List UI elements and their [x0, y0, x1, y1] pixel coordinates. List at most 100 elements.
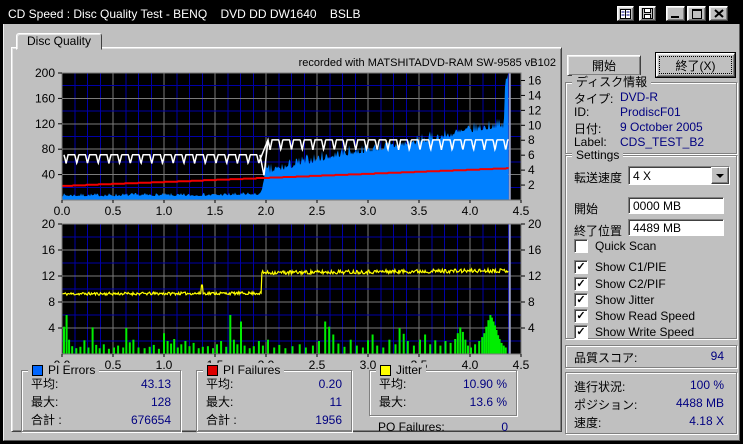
disc-type-value: DVD-R — [620, 90, 658, 104]
checkbox-show-jitter[interactable]: ✓ Show Jitter — [574, 293, 654, 307]
svg-text:14: 14 — [528, 88, 542, 102]
disc-date-value: 9 October 2005 — [620, 120, 703, 134]
checkbox-box[interactable]: ✓ — [574, 277, 588, 291]
minimize-button[interactable] — [666, 6, 685, 21]
checkbox-box[interactable]: ✓ — [574, 260, 588, 274]
start-position-input[interactable] — [628, 197, 724, 214]
save-icon[interactable] — [639, 6, 656, 21]
svg-text:4.0: 4.0 — [462, 358, 479, 372]
exit-button[interactable]: 終了(X) — [655, 52, 736, 78]
svg-text:80: 80 — [42, 142, 56, 156]
max-value: 128 — [150, 395, 171, 409]
progress-value: 100 % — [689, 378, 724, 392]
avg-value: 0.20 — [318, 377, 342, 391]
window-title: CD Speed : Disc Quality Test - BENQ DVD … — [8, 6, 361, 21]
speed-readout-label: 速度: — [574, 416, 602, 430]
checkbox-show-read-speed[interactable]: ✓ Show Read Speed — [574, 309, 695, 323]
svg-text:6: 6 — [528, 148, 535, 162]
avg-value: 10.90 % — [462, 377, 507, 391]
max-label: 最大: — [379, 395, 407, 409]
report-icon[interactable] — [617, 6, 634, 21]
disc-type-label: タイプ: — [574, 92, 614, 106]
disc-quality-panel: recorded with MATSHITADVD-RAM SW-9585 vB… — [11, 47, 562, 434]
progress-label: 進行状況: — [574, 380, 626, 394]
disc-info-group: ディスク情報 タイプ: DVD-R ID: ProdiscF01 日付: 9 O… — [565, 75, 737, 154]
pi-failures-group: PI Failures 平均: 0.20 最大: 11 合計 : 1956 — [196, 363, 352, 432]
speed-label: 転送速度 — [574, 171, 623, 185]
start-position-label: 開始 — [574, 202, 599, 216]
disc-date-label: 日付: — [574, 122, 602, 136]
max-label: 最大: — [31, 395, 59, 409]
close-button[interactable] — [709, 6, 728, 21]
svg-text:2.0: 2.0 — [258, 204, 275, 217]
quality-score-value: 94 — [710, 349, 724, 363]
svg-text:4.5: 4.5 — [513, 358, 530, 372]
jitter-color-swatch — [380, 364, 391, 376]
save-icon-glyph — [642, 8, 653, 19]
exit-button-label: 終了(X) — [675, 58, 716, 73]
avg-value: 43.13 — [140, 377, 171, 391]
speed-readout-value: 4.18 X — [689, 414, 724, 428]
position-label: ポジション: — [574, 398, 638, 412]
quality-score-panel: 品質スコア: 94 — [565, 345, 737, 368]
checkbox-show-c1-pie[interactable]: ✓ Show C1/PIE — [574, 260, 666, 274]
progress-panel: 進行状況: 100 % ポジション: 4488 MB 速度: 4.18 X — [565, 372, 737, 434]
pi-errors-group: PI Errors 平均: 43.13 最大: 128 合計 : 676654 — [21, 363, 181, 432]
svg-text:1.0: 1.0 — [156, 204, 173, 217]
svg-text:16: 16 — [528, 73, 542, 87]
position-value: 4488 MB — [675, 396, 724, 410]
combo-dropdown-button[interactable] — [711, 167, 729, 184]
svg-text:4.0: 4.0 — [462, 204, 479, 217]
start-button[interactable]: 開始 — [567, 55, 641, 76]
quality-score-label: 品質スコア: — [574, 351, 638, 365]
svg-text:2.5: 2.5 — [309, 358, 326, 372]
svg-text:16: 16 — [42, 243, 56, 257]
close-icon — [713, 9, 724, 18]
tab-disc-quality[interactable]: Disc Quality — [16, 33, 102, 50]
pi-failures-title: PI Failures — [223, 363, 281, 377]
svg-text:4: 4 — [48, 321, 55, 335]
maximize-icon — [691, 8, 702, 19]
check-mark: ✓ — [576, 261, 586, 273]
svg-text:200: 200 — [35, 66, 55, 80]
svg-text:2.5: 2.5 — [309, 204, 326, 217]
pi-errors-chart: 40 80 120 160 200 2 4 6 8 10 12 14 16 0.0 0.5 1.0 1.5 2.0… — [22, 57, 562, 217]
speed-select[interactable]: 4 X — [628, 166, 730, 185]
maximize-button[interactable] — [687, 6, 706, 21]
pi-errors-title: PI Errors — [48, 363, 96, 377]
pi-errors-legend: PI Errors — [28, 363, 100, 377]
pi-failures-color-swatch — [207, 364, 218, 376]
svg-text:0.0: 0.0 — [54, 204, 71, 217]
checkbox-box[interactable]: ✓ — [574, 325, 588, 339]
avg-label: 平均: — [379, 377, 407, 391]
pi-errors-color-swatch — [32, 364, 43, 376]
checkbox-show-write-speed[interactable]: ✓ Show Write Speed — [574, 325, 694, 339]
checkbox-box[interactable]: ✓ — [574, 309, 588, 323]
max-label: 最大: — [206, 395, 234, 409]
svg-text:12: 12 — [528, 269, 542, 283]
svg-text:3.5: 3.5 — [411, 204, 428, 217]
settings-group: Settings 転送速度 4 X 開始 終了位置 ✓ Quick Scan ✓… — [565, 148, 737, 339]
svg-text:120: 120 — [35, 117, 55, 131]
svg-text:4: 4 — [528, 163, 535, 177]
title-bar: CD Speed : Disc Quality Test - BENQ DVD … — [3, 3, 740, 24]
checkbox-box[interactable]: ✓ — [574, 293, 588, 307]
svg-text:10: 10 — [528, 118, 542, 132]
checkbox-box[interactable]: ✓ — [574, 239, 588, 253]
svg-text:3.0: 3.0 — [360, 204, 377, 217]
svg-text:20: 20 — [528, 217, 542, 231]
svg-text:12: 12 — [528, 103, 542, 117]
end-position-input[interactable] — [628, 219, 724, 236]
focus-rectangle — [659, 56, 732, 74]
checkbox-show-c2-pif[interactable]: ✓ Show C2/PIF — [574, 277, 666, 291]
jitter-group: Jitter 平均: 10.90 % 最大: 13.6 % — [369, 363, 517, 416]
check-mark: ✓ — [576, 326, 586, 338]
svg-text:40: 40 — [42, 168, 56, 182]
disc-id-value: ProdiscF01 — [620, 105, 681, 119]
total-label: 合計 : — [206, 413, 237, 427]
checkbox-quick-scan[interactable]: ✓ Quick Scan — [574, 239, 656, 253]
svg-text:2: 2 — [528, 178, 535, 192]
avg-label: 平均: — [31, 377, 59, 391]
svg-text:1.0: 1.0 — [156, 358, 173, 372]
svg-text:16: 16 — [528, 243, 542, 257]
